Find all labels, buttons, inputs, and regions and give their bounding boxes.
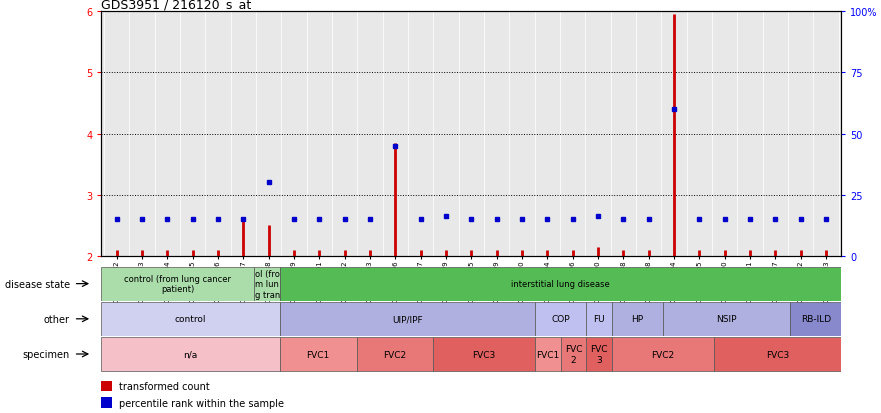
Text: FVC3: FVC3 — [766, 350, 789, 358]
Bar — [357, 337, 433, 371]
Bar — [790, 302, 841, 336]
Text: UIP/IPF: UIP/IPF — [392, 315, 423, 323]
Bar — [535, 337, 560, 371]
Bar — [586, 302, 611, 336]
Text: FVC2: FVC2 — [651, 350, 674, 358]
Bar — [611, 337, 714, 371]
Bar — [714, 337, 841, 371]
Bar — [101, 267, 255, 301]
Text: percentile rank within the sample: percentile rank within the sample — [119, 398, 284, 408]
Bar — [255, 267, 280, 301]
Bar — [101, 302, 280, 336]
Bar — [280, 302, 535, 336]
Text: GDS3951 / 216120_s_at: GDS3951 / 216120_s_at — [101, 0, 252, 11]
Bar — [586, 337, 611, 371]
Text: control (from lung cancer
patient): control (from lung cancer patient) — [124, 274, 232, 294]
Text: disease state: disease state — [4, 279, 70, 289]
Text: FVC2: FVC2 — [383, 350, 406, 358]
Text: FVC
2: FVC 2 — [565, 344, 582, 364]
Text: FU: FU — [593, 315, 604, 323]
Bar — [560, 337, 586, 371]
Text: FVC3: FVC3 — [472, 350, 496, 358]
Bar — [663, 302, 790, 336]
Text: COP: COP — [552, 315, 570, 323]
Text: transformed count: transformed count — [119, 381, 210, 391]
Text: other: other — [44, 314, 70, 324]
Text: n/a: n/a — [183, 350, 197, 358]
Bar — [101, 397, 113, 408]
Bar — [101, 381, 113, 392]
Text: FVC1: FVC1 — [307, 350, 329, 358]
Bar — [535, 302, 586, 336]
Bar — [280, 337, 357, 371]
Bar — [101, 337, 280, 371]
Bar — [611, 302, 663, 336]
Bar — [280, 267, 841, 301]
Text: specimen: specimen — [23, 349, 70, 359]
Text: NSIP: NSIP — [716, 315, 737, 323]
Text: RB-ILD: RB-ILD — [801, 315, 831, 323]
Text: FVC1: FVC1 — [537, 350, 559, 358]
Text: control: control — [175, 315, 206, 323]
Text: FVC
3: FVC 3 — [590, 344, 608, 364]
Bar — [433, 337, 535, 371]
Text: contr
ol (fro
m lun
g tran
s: contr ol (fro m lun g tran s — [255, 259, 280, 309]
Text: interstitial lung disease: interstitial lung disease — [511, 280, 610, 288]
Text: HP: HP — [631, 315, 643, 323]
